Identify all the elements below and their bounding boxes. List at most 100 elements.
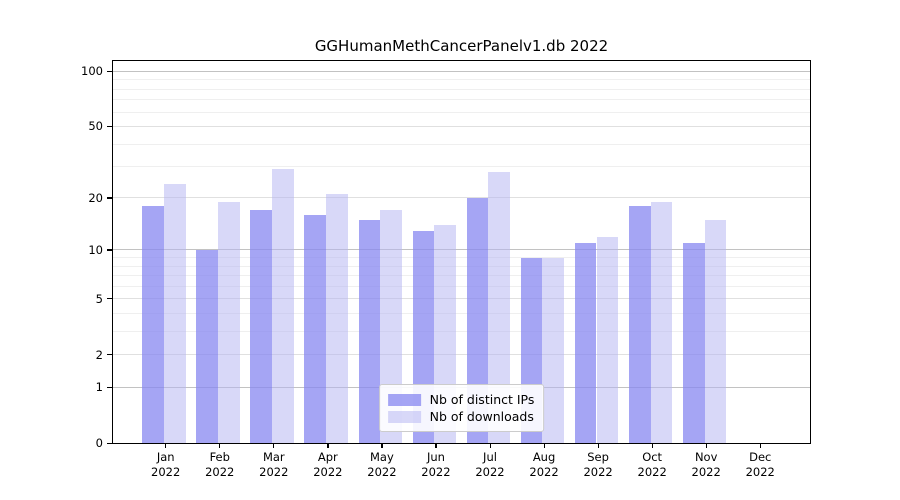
legend-label-downloads: Nb of downloads — [429, 408, 534, 424]
x-tick-apr — [327, 443, 329, 448]
x-tick-text: Feb — [209, 450, 230, 464]
legend-item-downloads: Nb of downloads — [387, 408, 535, 425]
x-tick-aug — [543, 443, 545, 448]
y-tick-50 — [107, 125, 112, 128]
bar-downloads-jul — [488, 171, 511, 443]
x-tick-text: May — [370, 450, 394, 464]
gridline-4 — [113, 312, 810, 314]
gridline-9 — [113, 257, 810, 259]
x-tick-text: Jul — [483, 450, 497, 464]
gridline-7 — [113, 275, 810, 277]
x-tick-label-feb: Feb 2022 — [190, 450, 250, 480]
bar-downloads-oct — [650, 201, 673, 443]
x-tick-text: Dec — [749, 450, 772, 464]
y-tick-10 — [107, 249, 112, 251]
x-tick-text: 2022 — [151, 465, 181, 479]
x-tick-text: 2022 — [259, 465, 289, 479]
gridline-5 — [113, 298, 810, 300]
bar-distinct-ips-apr — [304, 214, 327, 443]
y-tick-label-20: 20 — [88, 190, 103, 205]
bar-distinct-ips-mar — [250, 210, 273, 443]
x-tick-label-nov: Nov 2022 — [676, 450, 736, 480]
x-tick-label-oct: Oct 2022 — [622, 450, 682, 480]
x-tick-jan — [165, 443, 167, 448]
x-tick-label-sep: Sep 2022 — [568, 450, 628, 480]
gridline-70 — [113, 99, 810, 101]
x-tick-text: Oct — [642, 450, 663, 464]
x-tick-text: Mar — [262, 450, 285, 464]
gridline-20 — [113, 197, 810, 199]
x-tick-feb — [219, 443, 221, 448]
x-tick-text: 2022 — [367, 465, 397, 479]
bar-downloads-aug — [542, 257, 565, 443]
x-tick-text: Apr — [317, 450, 338, 464]
y-tick-1 — [107, 386, 112, 388]
x-tick-label-jun: Jun 2022 — [406, 450, 466, 480]
x-tick-label-jan: Jan 2022 — [136, 450, 196, 480]
gridline-80 — [113, 88, 810, 90]
y-tick-20 — [107, 197, 112, 199]
x-tick-text: 2022 — [529, 465, 559, 479]
y-tick-2 — [107, 354, 112, 356]
x-tick-may — [381, 443, 383, 448]
x-tick-oct — [651, 443, 653, 448]
bar-distinct-ips-feb — [196, 249, 219, 443]
y-tick-label-0: 0 — [95, 436, 103, 450]
gridline-40 — [113, 143, 810, 145]
x-tick-text: 2022 — [637, 465, 667, 479]
x-tick-label-mar: Mar 2022 — [244, 450, 304, 480]
x-tick-text: Jan — [156, 450, 175, 464]
x-tick-text: 2022 — [691, 465, 721, 479]
legend-swatch-downloads-icon — [387, 410, 421, 423]
x-tick-sep — [597, 443, 599, 448]
x-tick-text: Sep — [587, 450, 609, 464]
bar-downloads-apr — [326, 194, 349, 443]
plot-area: Nb of distinct IPs Nb of downloads — [112, 60, 811, 444]
y-tick-label-1: 1 — [95, 380, 103, 395]
y-tick-label-2: 2 — [95, 347, 103, 362]
x-tick-nov — [705, 443, 707, 448]
x-tick-label-dec: Dec 2022 — [730, 450, 790, 480]
x-tick-label-jul: Jul 2022 — [460, 450, 520, 480]
gridline-90 — [113, 79, 810, 81]
y-tick-0 — [107, 442, 112, 444]
bar-downloads-nov — [704, 219, 727, 443]
x-tick-dec — [759, 443, 761, 448]
bar-downloads-sep — [596, 236, 619, 443]
y-tick-label-50: 50 — [88, 119, 103, 134]
y-tick-5 — [107, 298, 112, 300]
gridline-50 — [113, 126, 810, 127]
legend-label-distinct-ips: Nb of distinct IPs — [429, 391, 535, 407]
bar-distinct-ips-jul — [466, 197, 489, 443]
bar-downloads-jan — [164, 183, 186, 443]
x-tick-text: 2022 — [745, 465, 775, 479]
legend: Nb of distinct IPs Nb of downloads — [378, 384, 545, 432]
x-tick-label-apr: Apr 2022 — [298, 450, 358, 480]
x-tick-mar — [273, 443, 275, 448]
bar-distinct-ips-sep — [574, 242, 597, 443]
gridline-6 — [113, 285, 810, 287]
gridline-3 — [113, 330, 810, 332]
x-tick-text: 2022 — [421, 465, 451, 479]
y-tick-label-100: 100 — [81, 64, 103, 79]
gridline-8 — [113, 265, 810, 267]
bar-distinct-ips-may — [358, 219, 381, 443]
y-tick-100 — [107, 70, 112, 73]
bar-distinct-ips-nov — [682, 242, 705, 443]
legend-swatch-distinct-ips-icon — [387, 393, 421, 406]
x-tick-text: 2022 — [475, 465, 505, 479]
gridline-10 — [113, 249, 810, 251]
bar-distinct-ips-jan — [142, 205, 165, 443]
x-tick-jul — [489, 443, 491, 448]
bar-distinct-ips-oct — [628, 205, 651, 443]
gridline-60 — [113, 111, 810, 113]
gridline-2 — [113, 354, 810, 356]
gridline-100 — [113, 70, 810, 72]
x-tick-label-may: May 2022 — [352, 450, 412, 480]
y-tick-label-5: 5 — [95, 291, 103, 306]
x-tick-text: 2022 — [205, 465, 235, 479]
x-tick-text: Jun — [426, 450, 445, 464]
bar-downloads-mar — [272, 169, 294, 443]
x-tick-label-aug: Aug 2022 — [514, 450, 574, 480]
